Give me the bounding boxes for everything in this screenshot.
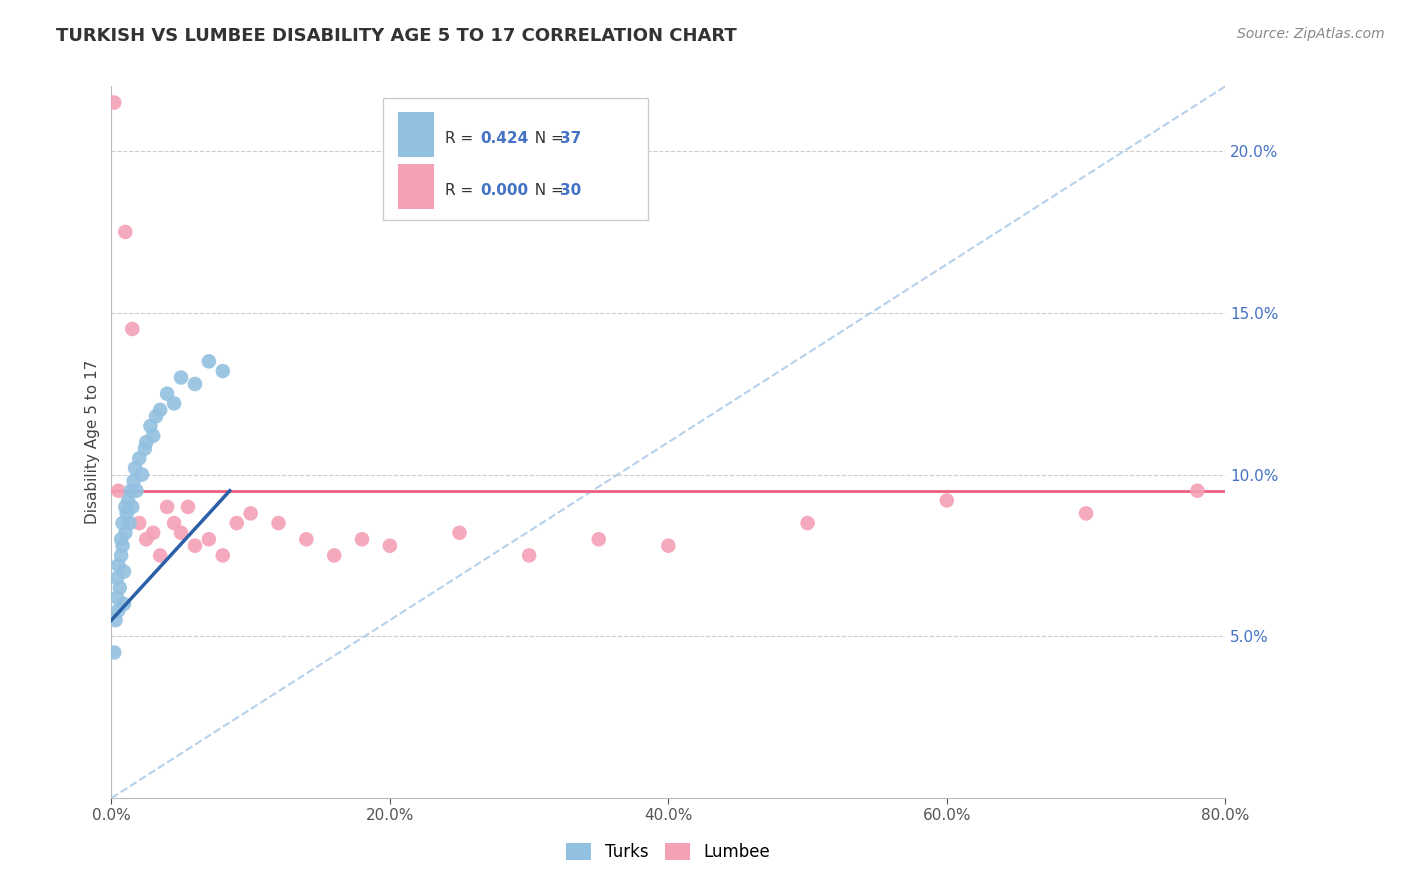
Text: 0.000: 0.000 xyxy=(481,184,529,198)
Point xyxy=(657,539,679,553)
Point xyxy=(120,483,142,498)
Point xyxy=(110,533,132,547)
Text: 0.424: 0.424 xyxy=(481,131,529,146)
Point xyxy=(114,225,136,239)
Point xyxy=(796,516,818,530)
Point xyxy=(145,409,167,424)
Point xyxy=(156,500,179,514)
Point xyxy=(139,419,162,434)
Point xyxy=(211,364,233,378)
Point xyxy=(103,645,125,659)
Point xyxy=(125,483,148,498)
Point xyxy=(128,516,150,530)
Point xyxy=(134,442,156,456)
Point xyxy=(103,95,125,110)
Point xyxy=(135,533,157,547)
Point xyxy=(112,597,135,611)
Point xyxy=(184,539,207,553)
Point xyxy=(142,428,165,442)
Point xyxy=(121,322,143,336)
Point xyxy=(149,549,172,563)
Point xyxy=(111,516,134,530)
Point xyxy=(225,516,247,530)
Point xyxy=(117,493,139,508)
Point xyxy=(177,500,200,514)
Point xyxy=(156,386,179,401)
Point xyxy=(108,581,131,595)
Point xyxy=(107,603,129,617)
Point xyxy=(105,591,128,605)
Point xyxy=(163,516,186,530)
Point xyxy=(267,516,290,530)
Point xyxy=(121,500,143,514)
Point xyxy=(110,549,132,563)
Point xyxy=(1187,483,1209,498)
Point xyxy=(124,461,146,475)
Text: TURKISH VS LUMBEE DISABILITY AGE 5 TO 17 CORRELATION CHART: TURKISH VS LUMBEE DISABILITY AGE 5 TO 17… xyxy=(56,27,737,45)
Text: R =: R = xyxy=(446,184,478,198)
Text: 37: 37 xyxy=(561,131,582,146)
Point xyxy=(114,525,136,540)
Text: N =: N = xyxy=(526,131,569,146)
Point xyxy=(163,396,186,410)
Point xyxy=(107,558,129,573)
Point xyxy=(1074,507,1097,521)
Text: R =: R = xyxy=(446,131,478,146)
Point xyxy=(198,533,221,547)
Point xyxy=(350,533,373,547)
Y-axis label: Disability Age 5 to 17: Disability Age 5 to 17 xyxy=(86,360,100,524)
Point xyxy=(378,539,401,553)
Point xyxy=(111,539,134,553)
Point xyxy=(114,500,136,514)
Point xyxy=(935,493,957,508)
Point xyxy=(170,525,193,540)
Point xyxy=(239,507,262,521)
Text: 30: 30 xyxy=(561,184,582,198)
Point xyxy=(105,571,128,585)
Point xyxy=(104,613,127,627)
Text: N =: N = xyxy=(526,184,569,198)
Point xyxy=(198,354,221,368)
Point xyxy=(295,533,318,547)
Point xyxy=(131,467,153,482)
Point xyxy=(149,402,172,417)
Point xyxy=(118,516,141,530)
Point xyxy=(128,451,150,466)
Point xyxy=(517,549,540,563)
Point xyxy=(184,376,207,391)
Point xyxy=(449,525,471,540)
Point xyxy=(107,483,129,498)
Point xyxy=(323,549,346,563)
Point xyxy=(170,370,193,384)
Point xyxy=(112,565,135,579)
Point xyxy=(115,507,138,521)
Point xyxy=(142,525,165,540)
Point xyxy=(211,549,233,563)
Point xyxy=(588,533,610,547)
Point xyxy=(122,474,145,488)
Text: Source: ZipAtlas.com: Source: ZipAtlas.com xyxy=(1237,27,1385,41)
Point xyxy=(135,435,157,450)
Legend: Turks, Lumbee: Turks, Lumbee xyxy=(560,837,778,868)
